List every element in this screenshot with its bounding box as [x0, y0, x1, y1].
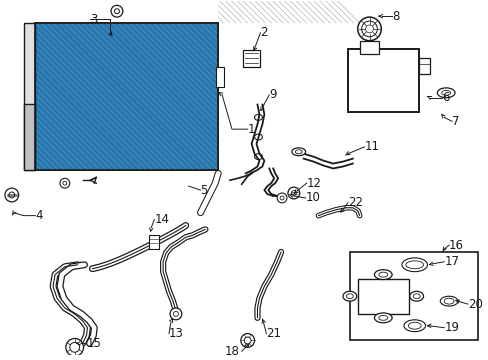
- Text: 7: 7: [451, 115, 459, 128]
- Circle shape: [361, 21, 377, 37]
- Text: 17: 17: [443, 255, 458, 268]
- Text: 2: 2: [260, 26, 267, 39]
- Ellipse shape: [378, 315, 387, 320]
- Circle shape: [60, 178, 70, 188]
- Ellipse shape: [409, 291, 423, 301]
- Bar: [35, 23, 218, 170]
- Text: 14: 14: [154, 213, 169, 226]
- Text: 12: 12: [306, 177, 321, 190]
- Bar: [418, 58, 429, 74]
- Ellipse shape: [439, 296, 457, 306]
- Circle shape: [114, 9, 119, 14]
- Circle shape: [5, 188, 19, 202]
- Circle shape: [173, 311, 178, 316]
- Circle shape: [111, 5, 122, 17]
- Bar: [347, 49, 418, 112]
- Text: 3: 3: [90, 13, 98, 26]
- Bar: [347, 49, 418, 112]
- Text: 20: 20: [467, 298, 482, 311]
- Text: 9: 9: [269, 88, 276, 101]
- Bar: [35, 23, 218, 170]
- Ellipse shape: [436, 88, 454, 98]
- Bar: [23, 23, 35, 170]
- Circle shape: [70, 342, 80, 352]
- Circle shape: [277, 193, 286, 203]
- Ellipse shape: [291, 148, 305, 156]
- Text: 18: 18: [224, 345, 239, 358]
- Text: 19: 19: [443, 321, 458, 334]
- Text: 1: 1: [247, 123, 255, 136]
- Ellipse shape: [378, 272, 387, 277]
- Bar: [349, 252, 477, 341]
- Circle shape: [9, 192, 15, 198]
- Circle shape: [170, 308, 182, 320]
- Bar: [357, 279, 408, 314]
- Bar: [23, 104, 35, 170]
- Ellipse shape: [346, 294, 353, 299]
- Ellipse shape: [403, 320, 425, 332]
- Text: 6: 6: [441, 91, 449, 104]
- Circle shape: [291, 190, 296, 195]
- Text: 5: 5: [200, 184, 207, 197]
- Ellipse shape: [443, 298, 453, 304]
- Circle shape: [244, 337, 250, 344]
- Ellipse shape: [407, 322, 420, 329]
- Text: 13: 13: [169, 327, 183, 340]
- Ellipse shape: [374, 270, 391, 279]
- Bar: [242, 50, 260, 67]
- Circle shape: [240, 334, 254, 347]
- Ellipse shape: [295, 150, 302, 154]
- Text: 8: 8: [391, 10, 399, 23]
- Circle shape: [357, 17, 381, 41]
- Ellipse shape: [342, 291, 356, 301]
- Ellipse shape: [412, 294, 419, 299]
- Bar: [35, 23, 218, 170]
- Circle shape: [63, 181, 67, 185]
- Text: 11: 11: [364, 140, 379, 153]
- Text: 16: 16: [448, 239, 463, 252]
- Text: 10: 10: [305, 192, 320, 204]
- Circle shape: [66, 338, 83, 356]
- Text: 21: 21: [266, 327, 281, 340]
- Text: 4: 4: [35, 209, 43, 222]
- Bar: [359, 41, 379, 54]
- Circle shape: [287, 187, 299, 199]
- Bar: [216, 67, 224, 87]
- Text: 22: 22: [347, 196, 362, 210]
- Circle shape: [365, 25, 373, 33]
- Ellipse shape: [401, 258, 427, 272]
- Ellipse shape: [441, 90, 449, 95]
- Bar: [149, 235, 159, 249]
- Text: 15: 15: [86, 337, 101, 350]
- Ellipse shape: [405, 261, 423, 269]
- Ellipse shape: [374, 313, 391, 323]
- Circle shape: [280, 196, 284, 200]
